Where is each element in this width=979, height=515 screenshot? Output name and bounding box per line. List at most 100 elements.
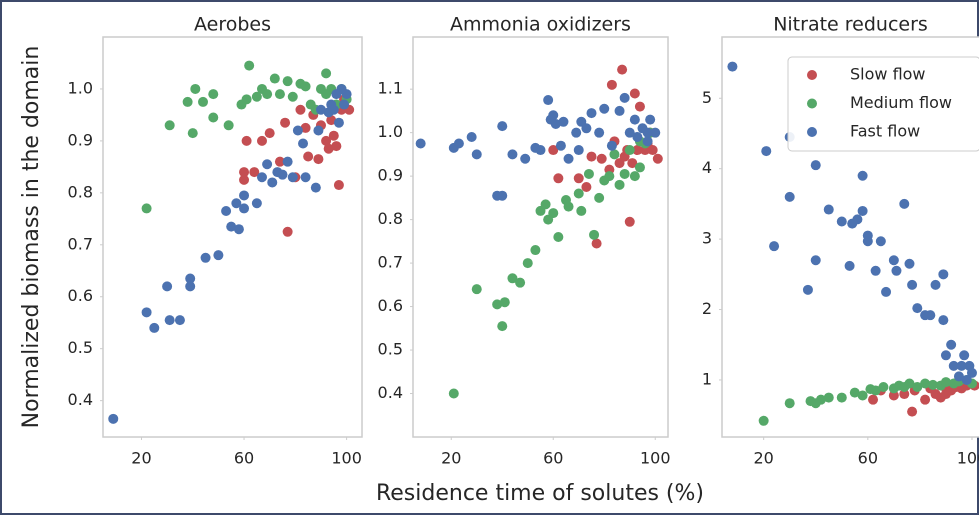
plot-area xyxy=(412,36,669,438)
point xyxy=(614,179,625,190)
point xyxy=(303,151,314,162)
point xyxy=(341,89,352,100)
y-tick-label: 1.1 xyxy=(378,79,403,98)
y-tick-label: 0.4 xyxy=(68,390,93,409)
point xyxy=(634,162,645,173)
point xyxy=(185,281,196,292)
point xyxy=(256,172,267,183)
point xyxy=(300,81,311,92)
point xyxy=(940,377,951,388)
point xyxy=(300,172,311,183)
point xyxy=(497,190,508,201)
point xyxy=(239,203,250,214)
point xyxy=(239,174,250,185)
point xyxy=(262,159,273,170)
point xyxy=(624,216,635,227)
x-tick-label: 100 xyxy=(331,449,362,468)
point xyxy=(844,260,855,271)
point xyxy=(912,303,923,314)
point xyxy=(553,232,564,242)
point xyxy=(548,145,559,156)
x-tick-label: 20 xyxy=(131,449,151,468)
point xyxy=(164,120,175,131)
point xyxy=(961,374,972,385)
point xyxy=(162,281,173,292)
point xyxy=(927,379,938,390)
point xyxy=(784,398,795,409)
point xyxy=(269,73,280,84)
point xyxy=(200,252,211,263)
point xyxy=(223,120,234,131)
point xyxy=(727,61,738,72)
point xyxy=(629,171,640,182)
point xyxy=(277,169,288,180)
y-tick-label: 0.9 xyxy=(68,130,93,149)
point xyxy=(836,216,847,227)
point xyxy=(857,205,868,216)
point xyxy=(581,123,592,134)
point xyxy=(596,153,607,164)
point xyxy=(244,60,255,71)
point xyxy=(213,250,224,261)
y-tick-label: 0.6 xyxy=(68,286,93,305)
y-tick-label: 0.9 xyxy=(378,166,403,185)
x-tick-label: 20 xyxy=(441,449,461,468)
point xyxy=(617,64,628,75)
point xyxy=(208,89,219,100)
point xyxy=(606,140,617,151)
legend-marker xyxy=(807,127,817,137)
point xyxy=(499,297,510,308)
point xyxy=(287,172,298,183)
point xyxy=(274,89,285,100)
point xyxy=(642,136,653,147)
point xyxy=(471,284,482,295)
point xyxy=(624,127,635,138)
point xyxy=(249,167,260,178)
point xyxy=(323,143,334,154)
point xyxy=(836,392,847,403)
x-tick-label: 100 xyxy=(957,449,979,468)
point xyxy=(300,122,311,133)
point xyxy=(492,299,503,310)
point xyxy=(930,279,941,290)
legend-marker xyxy=(807,98,817,109)
point xyxy=(881,286,892,297)
point xyxy=(267,177,278,188)
x-tick-label: 60 xyxy=(858,449,878,468)
point xyxy=(606,79,617,90)
point xyxy=(321,89,332,100)
point xyxy=(239,190,250,201)
point xyxy=(868,394,879,405)
point xyxy=(274,156,285,167)
point xyxy=(208,112,219,123)
point xyxy=(543,95,554,106)
y-tick-label: 5 xyxy=(702,88,712,107)
point xyxy=(912,382,923,392)
point xyxy=(331,141,342,152)
point xyxy=(899,198,910,209)
point xyxy=(339,99,350,110)
point xyxy=(233,224,244,235)
point xyxy=(907,279,918,290)
point xyxy=(553,173,564,184)
point xyxy=(573,145,584,156)
point xyxy=(164,315,175,326)
point xyxy=(594,192,605,203)
y-tick-label: 3 xyxy=(702,229,712,248)
point xyxy=(784,191,795,202)
point xyxy=(540,199,551,210)
point xyxy=(888,390,899,401)
point xyxy=(614,105,625,116)
point xyxy=(264,128,275,139)
point xyxy=(231,198,242,209)
point xyxy=(328,130,339,141)
point xyxy=(415,138,426,149)
point xyxy=(321,135,332,146)
point xyxy=(938,315,949,326)
point xyxy=(609,149,620,160)
point xyxy=(857,170,868,181)
point xyxy=(604,171,615,182)
point xyxy=(282,76,293,87)
point xyxy=(959,350,970,361)
point xyxy=(634,101,645,112)
